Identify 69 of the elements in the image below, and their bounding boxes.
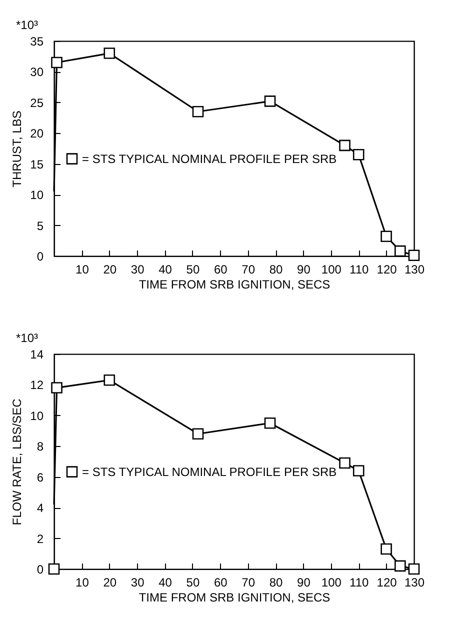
x-tick-label: 50 (186, 262, 200, 276)
point (264, 417, 276, 429)
y-tick-label: 14 (30, 348, 44, 362)
x-tick-label: 130 (404, 576, 425, 590)
point (104, 374, 116, 386)
point (104, 48, 116, 59)
x-tick-label: 130 (404, 262, 425, 276)
x-tick-label: 10 (76, 576, 90, 590)
x-tick-label: 70 (242, 262, 256, 276)
x-tick-label: 100 (321, 576, 342, 590)
point (394, 245, 406, 257)
y-tick-label: 35 (30, 34, 44, 48)
x-tick-label: 70 (242, 576, 256, 590)
y-tick-label: 4 (36, 501, 44, 516)
x-tick-label: 120 (376, 262, 398, 276)
point (352, 148, 364, 160)
x-tick-label: 60 (214, 262, 228, 276)
y-tick-label: 30 (30, 65, 44, 80)
y-axis-title: FLOW RATE, LBS/SEC (10, 398, 24, 526)
y-tick-label: 0 (36, 250, 44, 264)
x-axis-title: TIME FROM SRB IGNITION, SECS (138, 278, 330, 292)
x-axis-title: TIME FROM SRB IGNITION, SECS (138, 590, 330, 604)
point (408, 250, 420, 262)
y-axis-title: THRUST, LBS (10, 110, 24, 188)
y-tick-label: 6 (36, 470, 44, 484)
point (192, 428, 204, 440)
point (51, 382, 62, 394)
x-tick-label: 30 (130, 262, 145, 276)
x-tick-label: 60 (214, 576, 228, 590)
y-tick-label: 10 (30, 188, 44, 202)
x-tick-label: 30 (130, 576, 145, 590)
legend-label: = STS TYPICAL NOMINAL PROFILE PER SRB (82, 152, 337, 166)
point (192, 106, 204, 118)
y-tick-label: 0 (36, 562, 44, 576)
y-tick-label: 8 (36, 440, 44, 454)
point (408, 563, 420, 575)
text: *10³ (16, 18, 38, 32)
point (48, 563, 60, 575)
y-tick-label: 12 (30, 378, 44, 392)
point (339, 457, 350, 469)
point (380, 543, 392, 555)
x-tick-label: 10 (76, 262, 90, 276)
x-tick-label: 80 (269, 262, 284, 276)
x-tick-label: 40 (158, 576, 172, 590)
point (394, 560, 406, 572)
x-tick-label: 90 (297, 576, 311, 590)
x-tick-label: 110 (350, 262, 369, 276)
point (339, 140, 350, 152)
point (51, 56, 62, 68)
point (380, 230, 392, 242)
x-tick-label: 100 (321, 262, 342, 276)
y-tick-label: 20 (30, 126, 44, 141)
text: *10³ (16, 331, 38, 345)
x-tick-label: 80 (269, 576, 284, 590)
x-tick-label: 120 (376, 576, 398, 590)
y-tick-label: 5 (36, 218, 44, 233)
y-tick-label: 2 (36, 532, 44, 546)
x-tick-label: 110 (350, 576, 369, 590)
x-tick-label: 90 (297, 262, 311, 276)
x-tick-label: 20 (103, 262, 117, 276)
point (264, 96, 276, 107)
legend-label: = STS TYPICAL NOMINAL PROFILE PER SRB (82, 464, 337, 479)
y-tick-label: 25 (30, 96, 44, 110)
x-tick-label: 20 (103, 576, 117, 590)
point (352, 465, 364, 476)
y-tick-label: 15 (30, 157, 44, 172)
x-tick-label: 50 (186, 576, 200, 590)
y-tick-label: 10 (30, 408, 44, 423)
x-tick-label: 40 (158, 262, 172, 276)
